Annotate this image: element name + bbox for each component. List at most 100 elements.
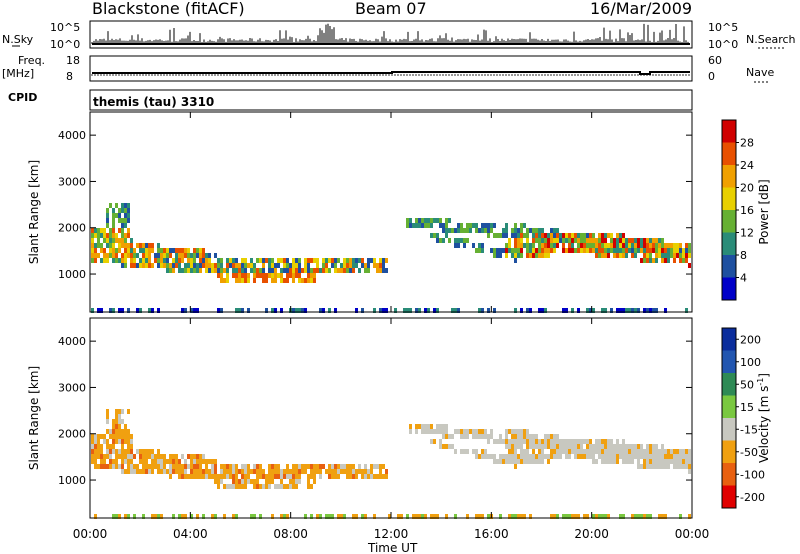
- heatmap-cell: [151, 449, 154, 454]
- heatmap-cell: [544, 238, 547, 243]
- heatmap-cell: [124, 263, 127, 268]
- colorbar-tick-label: 8: [740, 249, 747, 262]
- heatmap-cell: [469, 228, 472, 233]
- heatmap-cell: [196, 263, 199, 268]
- heatmap-cell: [145, 464, 148, 469]
- heatmap-cell: [193, 308, 196, 313]
- heatmap-cell: [397, 514, 400, 519]
- heatmap-cell: [355, 474, 358, 479]
- heatmap-cell: [307, 278, 310, 283]
- heatmap-cell: [487, 454, 490, 459]
- heatmap-cell: [355, 263, 358, 268]
- heatmap-cell: [607, 439, 610, 444]
- heatmap-cell: [592, 449, 595, 454]
- heatmap-cell: [160, 248, 163, 253]
- heatmap-cell: [583, 454, 586, 459]
- heatmap-cell: [340, 263, 343, 268]
- heatmap-cell: [112, 258, 115, 263]
- heatmap-cell: [580, 449, 583, 454]
- heatmap-cell: [235, 514, 238, 519]
- heatmap-cell: [148, 248, 151, 253]
- heatmap-cell: [334, 464, 337, 469]
- heatmap-cell: [202, 459, 205, 464]
- heatmap-cell: [238, 263, 241, 268]
- heatmap-cell: [616, 308, 619, 313]
- heatmap-cell: [520, 454, 523, 459]
- heatmap-cell: [118, 419, 121, 424]
- heatmap-cell: [514, 233, 517, 238]
- heatmap-cell: [253, 484, 256, 489]
- heatmap-cell: [133, 263, 136, 268]
- heatmap-cell: [292, 479, 295, 484]
- heatmap-cell: [313, 268, 316, 273]
- heatmap-cell: [127, 213, 130, 218]
- heatmap-cell: [160, 469, 163, 474]
- heatmap-cell: [133, 248, 136, 253]
- heatmap-cell: [370, 474, 373, 479]
- heatmap-cell: [553, 444, 556, 449]
- heatmap-cell: [157, 459, 160, 464]
- heatmap-cell: [385, 474, 388, 479]
- heatmap-cell: [244, 474, 247, 479]
- heatmap-cell: [550, 439, 553, 444]
- heatmap-cell: [262, 474, 265, 479]
- heatmap-cell: [106, 464, 109, 469]
- heatmap-cell: [553, 233, 556, 238]
- heatmap-cell: [505, 454, 508, 459]
- heatmap-cell: [103, 258, 106, 263]
- heatmap-cell: [664, 454, 667, 459]
- heatmap-cell: [130, 258, 133, 263]
- heatmap-cell: [286, 263, 289, 268]
- heatmap-cell: [592, 514, 595, 519]
- heatmap-cell: [649, 253, 652, 258]
- heatmap-cell: [592, 308, 595, 313]
- heatmap-cell: [529, 253, 532, 258]
- heatmap-cell: [223, 268, 226, 273]
- heatmap-cell: [628, 454, 631, 459]
- heatmap-cell: [118, 429, 121, 434]
- y-tick-label: 1000: [58, 268, 86, 281]
- heatmap-cell: [178, 263, 181, 268]
- heatmap-cell: [364, 474, 367, 479]
- heatmap-cell: [688, 248, 691, 253]
- heatmap-cell: [124, 469, 127, 474]
- heatmap-cell: [493, 253, 496, 258]
- heatmap-cell: [421, 514, 424, 519]
- heatmap-cell: [655, 248, 658, 253]
- heatmap-cell: [526, 243, 529, 248]
- heatmap-cell: [508, 243, 511, 248]
- heatmap-cell: [631, 238, 634, 243]
- heatmap-cell: [634, 248, 637, 253]
- heatmap-cell: [679, 464, 682, 469]
- heatmap-cell: [313, 469, 316, 474]
- heatmap-cell: [655, 444, 658, 449]
- heatmap-cell: [199, 258, 202, 263]
- heatmap-cell: [355, 469, 358, 474]
- heatmap-cell: [619, 308, 622, 313]
- heatmap-cell: [106, 213, 109, 218]
- heatmap-cell: [637, 238, 640, 243]
- heatmap-cell: [631, 454, 634, 459]
- heatmap-cell: [685, 459, 688, 464]
- heatmap-cell: [574, 514, 577, 519]
- heatmap-cell: [100, 228, 103, 233]
- colorbar-segment: [722, 210, 736, 233]
- heatmap-cell: [307, 273, 310, 278]
- nave-label: Nave: [746, 66, 774, 79]
- heatmap-cell: [220, 273, 223, 278]
- heatmap-cell: [616, 449, 619, 454]
- heatmap-cell: [658, 514, 661, 519]
- heatmap-cell: [601, 454, 604, 459]
- heatmap-cell: [613, 248, 616, 253]
- heatmap-cell: [340, 268, 343, 273]
- heatmap-cell: [313, 479, 316, 484]
- heatmap-cell: [148, 449, 151, 454]
- heatmap-cell: [664, 464, 667, 469]
- heatmap-cell: [541, 308, 544, 313]
- x-axis-label: Time UT: [367, 541, 418, 554]
- heatmap-cell: [133, 258, 136, 263]
- heatmap-cell: [109, 429, 112, 434]
- heatmap-cell: [586, 449, 589, 454]
- heatmap-cell: [190, 308, 193, 313]
- heatmap-cell: [622, 514, 625, 519]
